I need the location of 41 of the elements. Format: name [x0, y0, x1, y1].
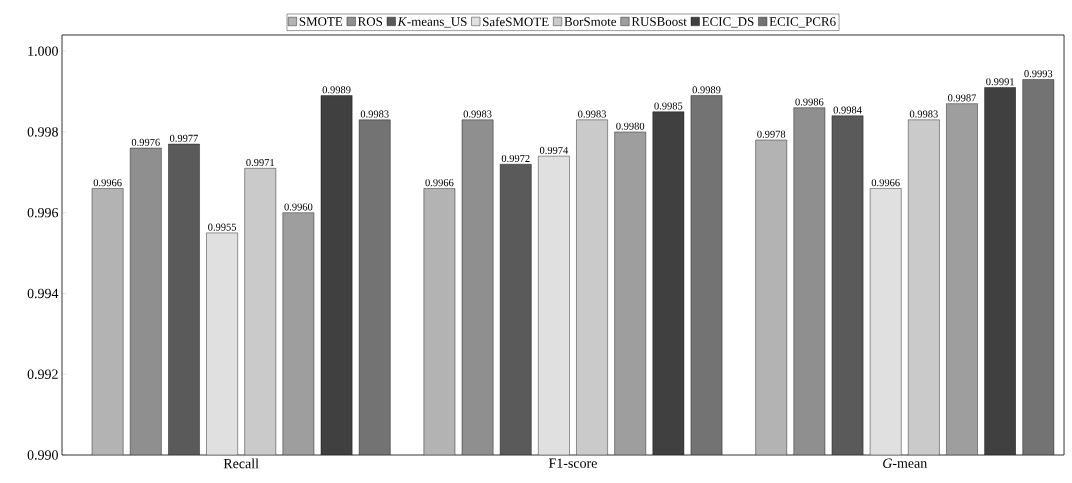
data-label: 0.9993	[1024, 70, 1053, 78]
y-tick-label: 0.992	[27, 369, 58, 379]
legend-label: ECIC_PCR6	[769, 17, 836, 28]
x-tick-label: F1-score	[548, 458, 597, 468]
data-label: 0.9983	[360, 110, 389, 118]
data-label: 0.9989	[692, 86, 721, 94]
data-label: 0.9989	[322, 86, 351, 94]
data-label: 0.9985	[654, 102, 683, 110]
data-label: 0.9974	[539, 146, 569, 154]
y-tick-label: 1.000	[28, 46, 58, 56]
data-label: 0.9983	[463, 110, 492, 118]
data-label: 0.9980	[616, 122, 645, 130]
data-label: 0.9983	[578, 110, 607, 118]
legend-label: K-means_US	[397, 17, 467, 28]
data-label: 0.9972	[501, 154, 530, 163]
data-label: 0.9966	[871, 179, 900, 187]
data-label: 0.9977	[169, 134, 199, 142]
data-label: 0.9984	[833, 106, 862, 114]
data-label: 0.9987	[948, 94, 977, 102]
legend-label: ECIC_DS	[702, 17, 754, 28]
legend-label: SMOTE	[299, 17, 343, 26]
data-label: 0.9971	[246, 158, 274, 167]
x-tick-label: G-mean	[883, 458, 928, 468]
data-label: 0.9976	[131, 138, 160, 146]
data-label: 0.9991	[986, 78, 1014, 86]
y-tick-label: 0.996	[27, 207, 59, 218]
data-label: 0.9986	[795, 98, 824, 106]
legend-label: SafeSMOTE	[483, 16, 549, 27]
data-label: 0.9966	[425, 179, 454, 187]
legend-label: RUSBoost	[631, 17, 687, 26]
y-tick-label: 0.990	[27, 450, 58, 460]
legend-label: BorSmote	[564, 17, 617, 26]
data-label: 0.9966	[93, 179, 122, 187]
data-label: 0.9978	[757, 130, 786, 138]
data-label: 0.9983	[909, 110, 938, 118]
x-tick-label: Recall	[223, 458, 259, 469]
data-label: 0.9960	[284, 203, 313, 211]
data-label: 0.9955	[208, 223, 237, 231]
y-tick-label: 0.994	[27, 288, 59, 299]
y-tick-label: 0.998	[27, 127, 58, 137]
legend-label: ROS	[358, 17, 383, 26]
